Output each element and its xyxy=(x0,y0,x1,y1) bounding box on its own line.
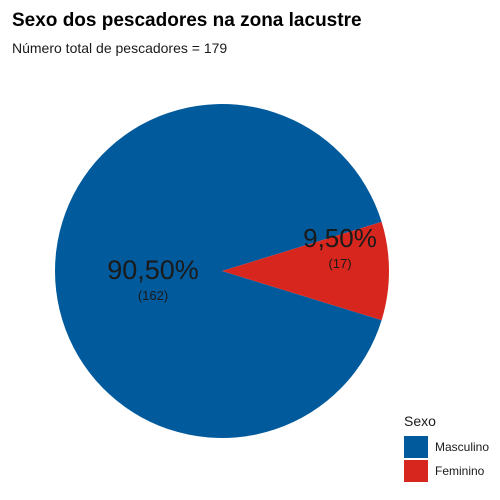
legend-item-feminino: Feminino xyxy=(404,459,489,483)
chart-subtitle: Número total de pescadores = 179 xyxy=(12,40,228,56)
legend-item-masculino: Masculino xyxy=(404,435,489,459)
legend: Sexo Masculino Feminino xyxy=(404,413,489,483)
legend-title: Sexo xyxy=(404,413,436,429)
legend-label-masculino: Masculino xyxy=(435,440,490,454)
legend-key-feminino xyxy=(404,460,428,482)
legend-key-masculino xyxy=(404,436,428,458)
pie-count-label-feminino: (17) xyxy=(328,256,351,271)
pie-percent-label-masculino: 90,50% xyxy=(107,255,199,285)
pie-percent-label-feminino: 9,50% xyxy=(303,223,377,253)
legend-label-feminino: Feminino xyxy=(435,464,485,478)
pie-slices xyxy=(54,104,389,438)
pie-count-label-masculino: (162) xyxy=(138,288,168,303)
chart-title: Sexo dos pescadores na zona lacustre xyxy=(12,10,362,31)
pie-labels: 90,50% (162) 9,50% (17) xyxy=(107,223,377,303)
pie-slice-masculino xyxy=(54,104,382,438)
pie-slice-feminino xyxy=(222,221,389,321)
